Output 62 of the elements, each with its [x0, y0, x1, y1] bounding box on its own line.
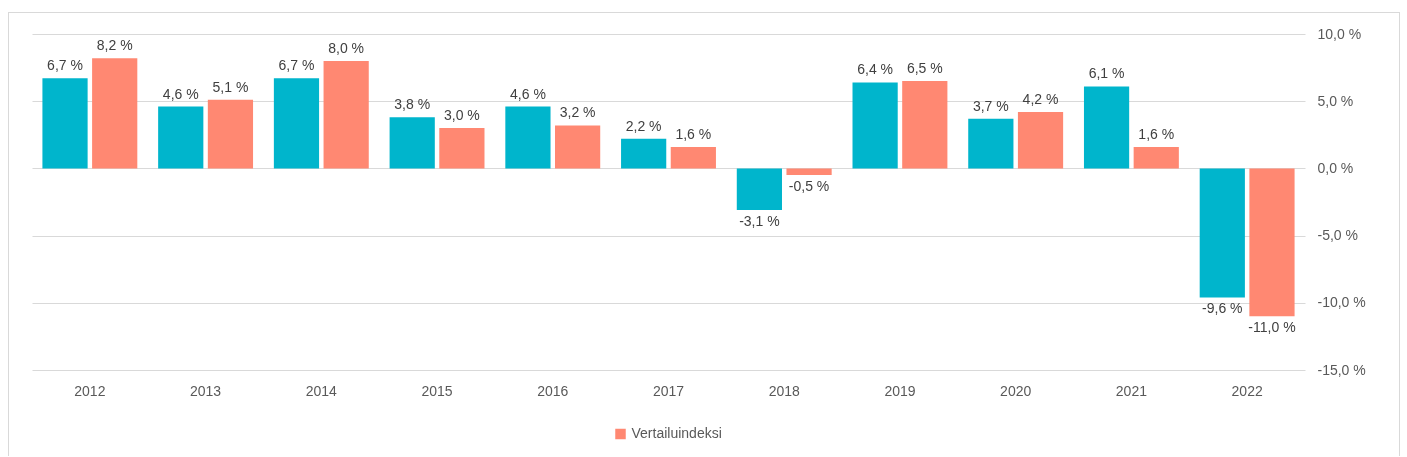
bar: [736, 168, 782, 211]
bar: [389, 117, 435, 169]
data-label: 4,2 %: [1022, 90, 1059, 107]
data-label: 4,6 %: [162, 85, 199, 102]
y-tick-label: -10,0 %: [1317, 294, 1366, 311]
x-tick-label: 2013: [190, 382, 222, 399]
bar: [670, 146, 716, 169]
bar: [273, 78, 320, 169]
bar: [1017, 111, 1064, 169]
bar: [42, 78, 88, 169]
data-label: 3,2 %: [559, 104, 596, 121]
data-label: 1,6 %: [675, 125, 712, 142]
data-label: 1,6 %: [1138, 125, 1175, 142]
y-tick-label: 0,0 %: [1317, 159, 1354, 176]
bar: [786, 168, 832, 176]
legend-label: Vertailuindeksi: [631, 425, 722, 441]
data-label: 3,0 %: [443, 107, 480, 124]
data-label: 8,0 %: [328, 39, 365, 56]
bar: [902, 81, 948, 169]
bar: [439, 128, 485, 169]
x-tick-label: 2014: [305, 382, 338, 399]
x-tick-label: 2017: [652, 382, 685, 399]
data-label: -11,0 %: [1248, 319, 1296, 336]
data-label: 5,1 %: [212, 78, 249, 95]
data-label: -0,5 %: [788, 178, 830, 195]
bar: [92, 58, 138, 169]
x-tick-label: 2015: [421, 382, 453, 399]
x-tick-label: 2016: [537, 382, 569, 399]
bar: [555, 125, 601, 169]
data-label: 8,2 %: [96, 37, 133, 54]
x-tick-label: 2022: [1231, 382, 1263, 399]
x-tick-label: 2020: [1000, 382, 1032, 399]
data-label: -9,6 %: [1202, 300, 1243, 317]
bar: [1249, 168, 1295, 317]
bar: [621, 138, 667, 169]
bar: [1133, 146, 1179, 169]
x-tick-label: 2021: [1115, 382, 1148, 399]
bar: [505, 106, 551, 169]
data-label: 2,2 %: [625, 117, 662, 134]
bar: [1199, 168, 1245, 298]
data-label: 6,4 %: [857, 61, 894, 78]
bar: [1083, 86, 1130, 169]
data-label: 3,8 %: [394, 96, 431, 113]
bar: [968, 118, 1014, 169]
data-label: 6,1 %: [1088, 65, 1125, 82]
y-tick-label: 10,0 %: [1317, 25, 1362, 42]
x-tick-label: 2018: [768, 382, 801, 399]
data-label: 6,7 %: [47, 57, 83, 74]
data-label: -3,1 %: [739, 213, 780, 230]
data-label: 6,7 %: [278, 57, 315, 74]
y-tick-label: -5,0 %: [1317, 227, 1358, 244]
bar: [207, 99, 254, 169]
bar: [852, 82, 898, 169]
x-tick-label: 2019: [884, 382, 916, 399]
bar: [158, 106, 204, 169]
data-label: 4,6 %: [510, 85, 546, 102]
y-tick-label: 5,0 %: [1317, 92, 1354, 109]
y-tick-label: -15,0 %: [1317, 361, 1366, 378]
x-tick-label: 2012: [74, 382, 106, 399]
data-label: 3,7 %: [972, 97, 1009, 114]
bar: [323, 60, 369, 169]
data-label: 6,5 %: [906, 60, 943, 77]
